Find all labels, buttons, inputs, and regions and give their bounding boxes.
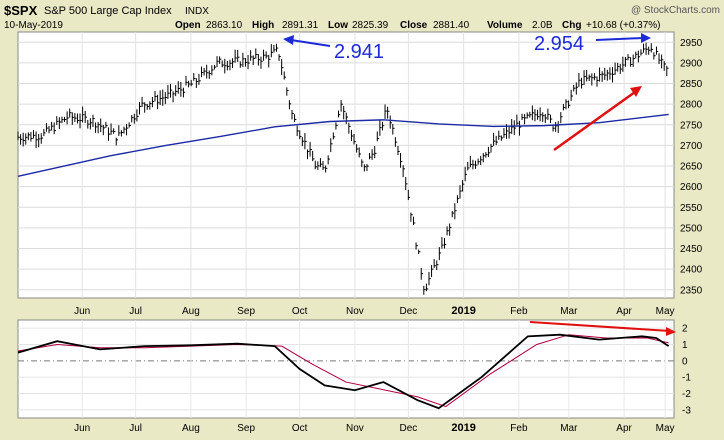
chart-header: $SPX S&P 500 Large Cap Index INDX @ Stoc… (4, 3, 720, 31)
price-tick-label: 2850 (680, 79, 703, 90)
indicator-tick-label: -1 (682, 373, 691, 384)
price-bars (17, 42, 669, 295)
indicator-axis: 2 1 0 -1 -2 -3 (682, 324, 691, 417)
symbol-label: $SPX (4, 3, 38, 18)
indicator-tick-label: 1 (682, 340, 688, 351)
indicator-tick-label: -2 (682, 389, 691, 400)
chg-label: Chg (562, 20, 581, 31)
watermark: @ StockCharts.com (631, 5, 720, 16)
date-label: 10-May-2019 (4, 20, 63, 31)
volume-value: 2.0B (532, 20, 553, 31)
indicator-x-tick: Jul (129, 423, 142, 434)
price-tick-label: 2400 (680, 265, 703, 276)
exchange-label: INDX (185, 6, 209, 17)
indicator-x-tick: Mar (560, 423, 578, 434)
arrow-2941 (290, 39, 331, 47)
price-x-tick: Nov (346, 306, 364, 317)
arrow-2941-head (283, 35, 294, 45)
annotations: 2.941 2.954 (283, 33, 651, 152)
indicator-x-tick: 2019 (451, 422, 475, 434)
price-x-tick: May (656, 306, 675, 317)
annotation-2941: 2.941 (334, 41, 384, 63)
price-x-tick: Oct (292, 306, 308, 317)
indicator-x-tick: Aug (182, 423, 200, 434)
indicator-tick-label: 0 (682, 356, 688, 367)
red-indicator-arrow-head (666, 327, 676, 336)
price-x-tick: Apr (616, 306, 632, 317)
indicator-x-tick: Dec (399, 423, 417, 434)
price-tick-label: 2600 (680, 182, 703, 193)
indicator-x-tick: Apr (616, 423, 632, 434)
price-tick-label: 2700 (680, 141, 703, 152)
arrow-2954-head (641, 33, 651, 43)
indicator-grid (18, 320, 674, 418)
red-indicator-arrow (529, 321, 671, 332)
price-x-tick: Aug (182, 306, 200, 317)
indicator-x-axis: Jun Jul Aug Sep Oct Nov Dec 2019 Feb Mar Apr May (74, 422, 674, 434)
chg-value: +10.68 (+0.37%) (586, 20, 661, 31)
indicator-x-tick: Jun (74, 423, 90, 434)
red-trend-arrow-head (630, 86, 642, 97)
high-label: High (252, 20, 274, 31)
price-panel (17, 31, 675, 299)
signal-line (17, 334, 669, 408)
indicator-x-tick: Nov (346, 423, 364, 434)
high-value: 2891.31 (282, 20, 319, 31)
indicator-tick-label: -3 (682, 405, 691, 416)
indicator-x-tick: Oct (292, 423, 308, 434)
price-x-tick: Mar (560, 306, 578, 317)
price-x-tick: Sep (237, 306, 255, 317)
annotation-2954: 2.954 (534, 33, 584, 55)
arrow-2954 (595, 37, 644, 41)
low-label: Low (328, 20, 348, 31)
close-label: Close (400, 20, 428, 31)
price-x-tick: Dec (399, 306, 417, 317)
price-tick-label: 2750 (680, 120, 703, 131)
price-tick-label: 2650 (680, 162, 703, 173)
red-trend-arrow (553, 90, 636, 152)
price-x-tick: Jun (74, 306, 90, 317)
price-x-axis: Jun Jul Aug Sep Oct Nov Dec 2019 Feb Mar Apr May (74, 305, 674, 317)
index-name: S&P 500 Large Cap Index (44, 5, 172, 17)
price-grid (18, 32, 674, 298)
open-label: Open (175, 20, 201, 31)
indicator-x-tick: Feb (510, 423, 528, 434)
indicator-x-tick: May (656, 423, 675, 434)
price-x-tick: Jul (129, 306, 142, 317)
indicator-tick-label: 2 (682, 324, 688, 335)
price-tick-label: 2500 (680, 223, 703, 234)
price-tick-label: 2800 (680, 100, 703, 111)
price-tick-label: 2900 (680, 58, 703, 69)
indicator-panel (17, 319, 675, 419)
price-x-tick: 2019 (451, 305, 475, 317)
price-axis: 2350 2400 2450 2500 2550 2600 2650 2700 2750 2800… (680, 38, 703, 296)
close-value: 2881.40 (433, 20, 470, 31)
moving-average-line (17, 113, 669, 178)
price-tick-label: 2550 (680, 203, 703, 214)
indicator-line (17, 333, 670, 410)
price-tick-label: 2350 (680, 285, 703, 296)
open-value: 2863.10 (206, 20, 243, 31)
low-value: 2825.39 (352, 20, 389, 31)
indicator-x-tick: Sep (237, 423, 255, 434)
price-tick-label: 2450 (680, 244, 703, 255)
price-x-tick: Feb (510, 306, 528, 317)
price-tick-label: 2950 (680, 38, 703, 49)
volume-label: Volume (487, 20, 523, 31)
